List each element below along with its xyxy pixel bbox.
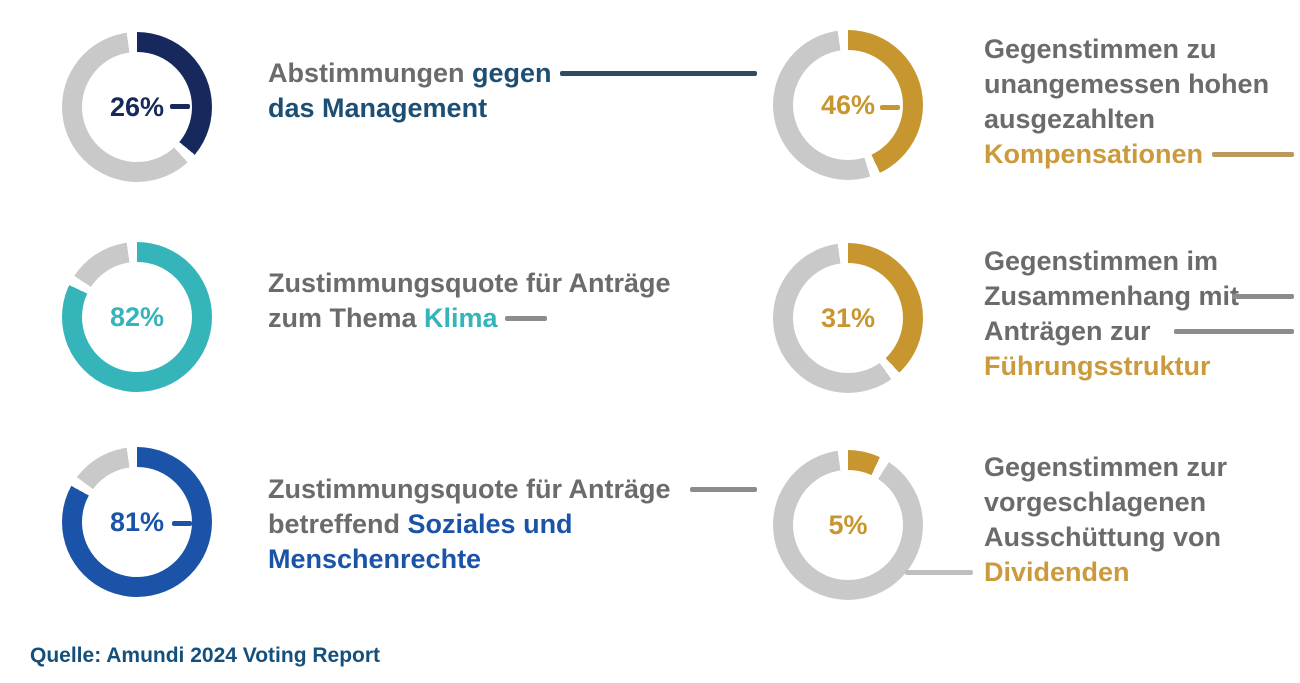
highlight-text: Dividenden	[984, 557, 1130, 587]
leader-line-soziales	[690, 487, 757, 492]
donut-hole	[82, 262, 192, 372]
stat-text-line: vorgeschlagenen	[984, 485, 1227, 520]
stat-text-line: unangemessen hohen	[984, 67, 1269, 102]
percentage-label: 26%	[109, 91, 165, 122]
label-text: Ausschüttung von	[984, 522, 1221, 552]
percentage-dash	[880, 105, 900, 110]
stat-text-line: Zustimmungsquote für Anträge	[268, 266, 671, 301]
percentage-dash	[172, 521, 192, 526]
stat-text-line: Gegenstimmen zu	[984, 32, 1269, 67]
stat-text-line: betreffend Soziales und	[268, 507, 671, 542]
label-text: unangemessen hohen	[984, 69, 1270, 99]
stat-text-line: Gegenstimmen im	[984, 244, 1239, 279]
leader-line-antraegen	[1174, 329, 1294, 334]
percentage-label: 31%	[820, 302, 876, 333]
percentage-label: 46%	[820, 89, 876, 120]
highlight-text: Kompensationen	[984, 139, 1204, 169]
stat-text-line: ausgezahlten	[984, 102, 1269, 137]
percentage-label: 82%	[109, 301, 165, 332]
donut-hole	[793, 470, 903, 580]
leader-line-dividenden	[905, 570, 973, 575]
stat-text-1: Abstimmungen gegen das Management	[268, 56, 552, 126]
stat-text-4: Gegenstimmen zu unangemessen hohen ausgeza…	[984, 32, 1269, 172]
highlight-text: Klima	[424, 303, 498, 333]
leader-line-kompensationen	[1212, 152, 1294, 157]
label-text: Abstimmungen	[268, 58, 473, 88]
highlight-text: Führungsstruktur	[984, 351, 1211, 381]
label-text: Zustimmungsquote für Anträge	[268, 268, 671, 298]
stat-text-3: Zustimmungsquote für Anträge betreffend S…	[268, 472, 671, 577]
stat-text-line: Zustimmungsquote für Anträge	[268, 472, 671, 507]
donut-chart-5: 31%	[773, 243, 923, 393]
donut-chart-2: 82%	[62, 242, 212, 392]
stat-text-line: Führungsstruktur	[984, 349, 1239, 384]
stat-text-line: Dividenden	[984, 555, 1227, 590]
stat-text-line: Menschenrechte	[268, 542, 671, 577]
donut-chart-6: 5%	[773, 450, 923, 600]
highlight-text: gegen	[472, 58, 552, 88]
label-text: ausgezahlten	[984, 104, 1156, 134]
highlight-text: Menschenrechte	[268, 544, 482, 574]
leader-line-klima	[505, 316, 547, 321]
source-note: Quelle: Amundi 2024 Voting Report	[30, 644, 381, 667]
stat-text-6: Gegenstimmen zur vorgeschlagenen Ausschütt…	[984, 450, 1227, 590]
label-text: Anträgen zur	[984, 316, 1151, 346]
label-text: Zusammenhang mit	[984, 281, 1240, 311]
stat-text-2: Zustimmungsquote für Anträge zum Thema Kl…	[268, 266, 671, 336]
stat-text-5: Gegenstimmen im Zusammenhang mit Anträgen …	[984, 244, 1239, 384]
label-text: Gegenstimmen zu	[984, 34, 1217, 64]
stat-text-line: das Management	[268, 91, 552, 126]
highlight-text: Soziales und	[407, 509, 573, 539]
stat-text-line: zum Thema Klima	[268, 301, 671, 336]
stat-text-line: Abstimmungen gegen	[268, 56, 552, 91]
stat-text-line: Gegenstimmen zur	[984, 450, 1227, 485]
label-text: Gegenstimmen zur	[984, 452, 1228, 482]
leader-line-zusammenhang	[1232, 294, 1294, 299]
stat-text-line: Zusammenhang mit	[984, 279, 1239, 314]
leader-line-management	[560, 71, 757, 76]
highlight-text: das Management	[268, 93, 488, 123]
label-text: betreffend	[268, 509, 408, 539]
label-text: vorgeschlagenen	[984, 487, 1207, 517]
stat-text-line: Kompensationen	[984, 137, 1269, 172]
percentage-label: 5%	[828, 509, 868, 540]
donut-hole	[793, 263, 903, 373]
donut-chart-4: 46%	[773, 30, 923, 180]
label-text: Gegenstimmen im	[984, 246, 1219, 276]
percentage-label: 81%	[109, 506, 165, 537]
stat-text-line: Ausschüttung von	[984, 520, 1227, 555]
label-text: zum Thema	[268, 303, 425, 333]
label-text: Zustimmungsquote für Anträge	[268, 474, 671, 504]
stat-text-line: Anträgen zur	[984, 314, 1239, 349]
percentage-dash	[170, 104, 190, 109]
